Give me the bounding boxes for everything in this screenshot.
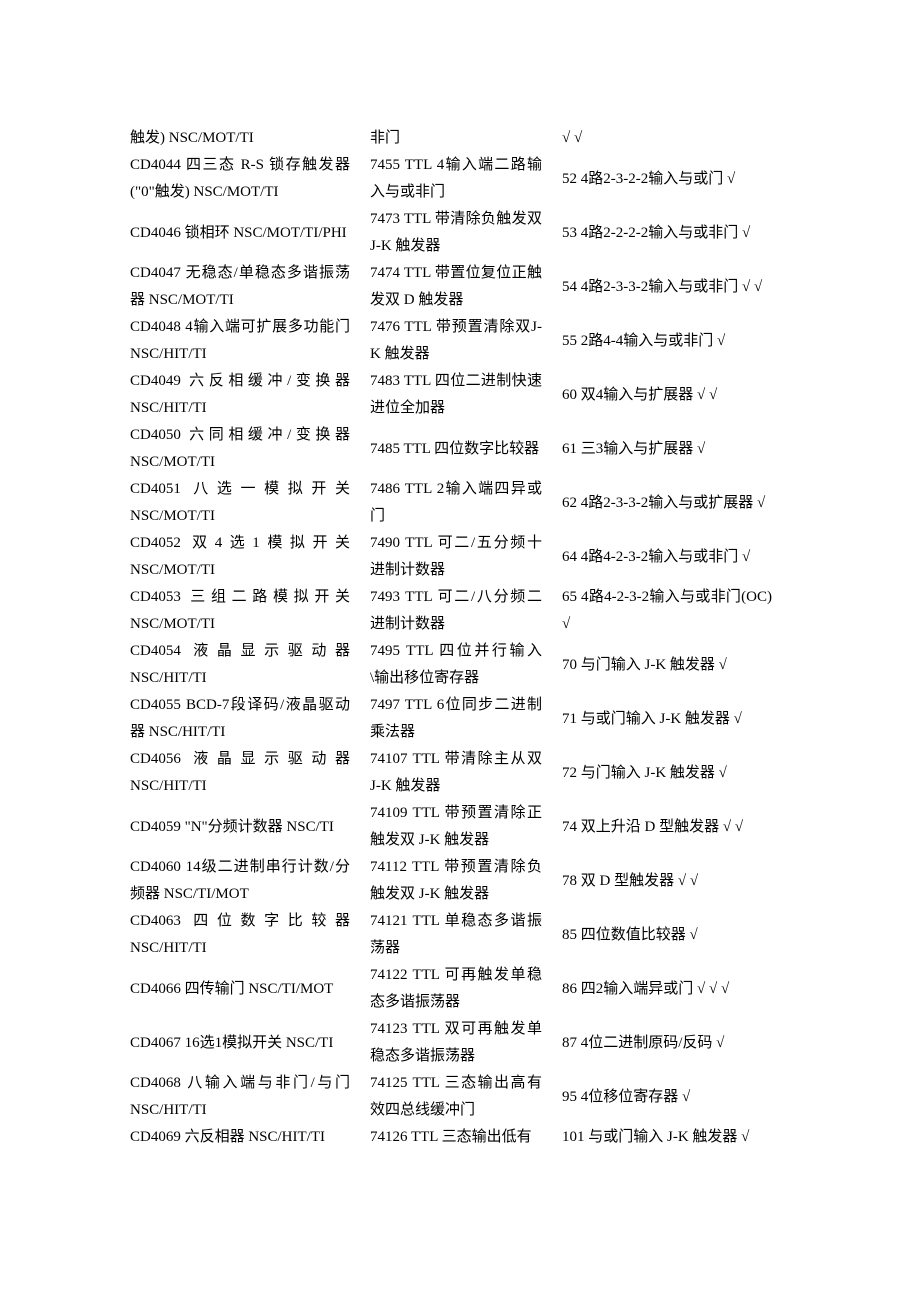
table-row: CD4068 八输入端与非门/与门 NSC/HIT/TI bbox=[130, 1070, 350, 1124]
table-row: CD4044 四三态 R-S 锁存触发器 ("0"触发) NSC/MOT/TI bbox=[130, 152, 350, 206]
table-row: 87 4位二进制原码/反码 √ bbox=[562, 1016, 772, 1070]
table-row: CD4049 六反相缓冲/变换器 NSC/HIT/TI bbox=[130, 368, 350, 422]
table-row: 非门 bbox=[370, 125, 542, 152]
table-row: 86 四2输入端异或门 √ √ √ bbox=[562, 962, 772, 1016]
table-row: CD4048 4输入端可扩展多功能门 NSC/HIT/TI bbox=[130, 314, 350, 368]
table-row: 74 双上升沿 D 型触发器 √ √ bbox=[562, 800, 772, 854]
table-row: 7486 TTL 2输入端四异或门 bbox=[370, 476, 542, 530]
table-row: 74122 TTL 可再触发单稳态多谐振荡器 bbox=[370, 962, 542, 1016]
table-row: 74107 TTL 带清除主从双J-K 触发器 bbox=[370, 746, 542, 800]
table-row: 62 4路2-3-3-2输入与或扩展器 √ bbox=[562, 476, 772, 530]
table-row: CD4060 14级二进制串行计数/分频器 NSC/TI/MOT bbox=[130, 854, 350, 908]
table-row: 7476 TTL 带预置清除双J-K 触发器 bbox=[370, 314, 542, 368]
table-row: 7495 TTL 四位并行输入\输出移位寄存器 bbox=[370, 638, 542, 692]
table-row: 7455 TTL 4输入端二路输入与或非门 bbox=[370, 152, 542, 206]
table-row: 74112 TTL 带预置清除负触发双 J-K 触发器 bbox=[370, 854, 542, 908]
table-row: CD4046 锁相环 NSC/MOT/TI/PHI bbox=[130, 206, 350, 260]
table-row: CD4053 三组二路模拟开关 NSC/MOT/TI bbox=[130, 584, 350, 638]
table-row: 触发) NSC/MOT/TI bbox=[130, 125, 350, 152]
table-row: 65 4路4-2-3-2输入与或非门(OC) √ bbox=[562, 584, 772, 638]
table-row: 54 4路2-3-3-2输入与或非门 √ √ bbox=[562, 260, 772, 314]
table-row: 52 4路2-3-2-2输入与或门 √ bbox=[562, 152, 772, 206]
table-row: CD4055 BCD-7段译码/液晶驱动器 NSC/HIT/TI bbox=[130, 692, 350, 746]
table-row: 7490 TTL 可二/五分频十进制计数器 bbox=[370, 530, 542, 584]
table-row: 7473 TTL 带清除负触发双 J-K 触发器 bbox=[370, 206, 542, 260]
table-row: CD4052 双4选1模拟开关 NSC/MOT/TI bbox=[130, 530, 350, 584]
table-row: 85 四位数值比较器 √ bbox=[562, 908, 772, 962]
page-content: 触发) NSC/MOT/TICD4044 四三态 R-S 锁存触发器 ("0"触… bbox=[0, 0, 920, 1211]
column-3: √ √52 4路2-3-2-2输入与或门 √53 4路2-2-2-2输入与或非门… bbox=[562, 125, 772, 1151]
table-row: CD4067 16选1模拟开关 NSC/TI bbox=[130, 1016, 350, 1070]
table-row: CD4047 无稳态/单稳态多谐振荡器 NSC/MOT/TI bbox=[130, 260, 350, 314]
table-row: 74123 TTL 双可再触发单稳态多谐振荡器 bbox=[370, 1016, 542, 1070]
table-row: CD4054 液晶显示驱动器 NSC/HIT/TI bbox=[130, 638, 350, 692]
table-row: 7483 TTL 四位二进制快速进位全加器 bbox=[370, 368, 542, 422]
table-row: 74121 TTL 单稳态多谐振荡器 bbox=[370, 908, 542, 962]
table-row: CD4069 六反相器 NSC/HIT/TI bbox=[130, 1124, 350, 1151]
table-row: 53 4路2-2-2-2输入与或非门 √ bbox=[562, 206, 772, 260]
table-row: 55 2路4-4输入与或非门 √ bbox=[562, 314, 772, 368]
table-row: 70 与门输入 J-K 触发器 √ bbox=[562, 638, 772, 692]
table-row: CD4066 四传输门 NSC/TI/MOT bbox=[130, 962, 350, 1016]
table-row: 72 与门输入 J-K 触发器 √ bbox=[562, 746, 772, 800]
table-row: 78 双 D 型触发器 √ √ bbox=[562, 854, 772, 908]
table-row: 95 4位移位寄存器 √ bbox=[562, 1070, 772, 1124]
table-row: 60 双4输入与扩展器 √ √ bbox=[562, 368, 772, 422]
table-row: CD4063 四位数字比较器 NSC/HIT/TI bbox=[130, 908, 350, 962]
table-row: CD4059 "N"分频计数器 NSC/TI bbox=[130, 800, 350, 854]
table-row: 71 与或门输入 J-K 触发器 √ bbox=[562, 692, 772, 746]
table-row: CD4056 液晶显示驱动器 NSC/HIT/TI bbox=[130, 746, 350, 800]
table-row: 7474 TTL 带置位复位正触发双 D 触发器 bbox=[370, 260, 542, 314]
column-1: 触发) NSC/MOT/TICD4044 四三态 R-S 锁存触发器 ("0"触… bbox=[130, 125, 350, 1151]
column-2: 非门7455 TTL 4输入端二路输入与或非门7473 TTL 带清除负触发双 … bbox=[370, 125, 542, 1151]
table-row: 74109 TTL 带预置清除正触发双 J-K 触发器 bbox=[370, 800, 542, 854]
table-row: √ √ bbox=[562, 125, 772, 152]
table-row: 7497 TTL 6位同步二进制乘法器 bbox=[370, 692, 542, 746]
table-row: 74125 TTL 三态输出高有效四总线缓冲门 bbox=[370, 1070, 542, 1124]
table-row: 7485 TTL 四位数字比较器 bbox=[370, 422, 542, 476]
table-row: 74126 TTL 三态输出低有 bbox=[370, 1124, 542, 1151]
table-row: 61 三3输入与扩展器 √ bbox=[562, 422, 772, 476]
table-row: 101 与或门输入 J-K 触发器 √ bbox=[562, 1124, 772, 1151]
table-row: CD4050 六同相缓冲/变换器 NSC/MOT/TI bbox=[130, 422, 350, 476]
table-row: 7493 TTL 可二/八分频二进制计数器 bbox=[370, 584, 542, 638]
table-row: 64 4路4-2-3-2输入与或非门 √ bbox=[562, 530, 772, 584]
table-row: CD4051 八选一模拟开关 NSC/MOT/TI bbox=[130, 476, 350, 530]
